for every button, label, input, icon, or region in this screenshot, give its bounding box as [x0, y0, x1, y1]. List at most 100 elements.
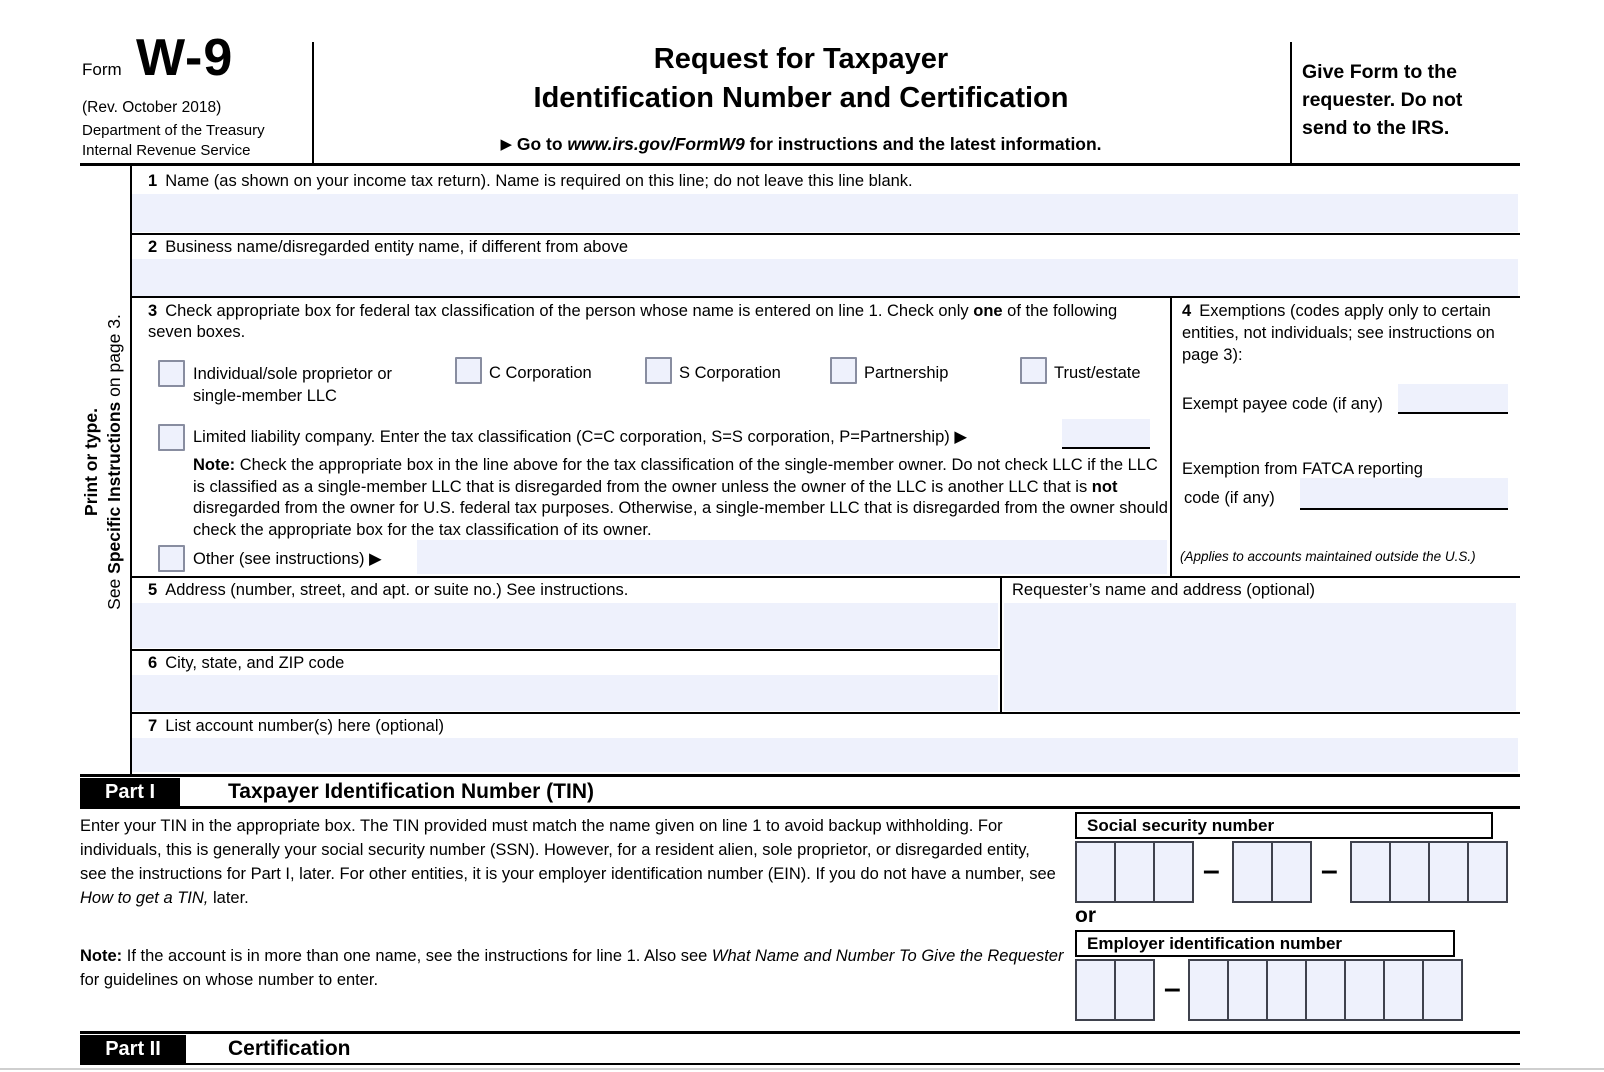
- exempt-payee-code-input[interactable]: [1398, 384, 1508, 414]
- line4-label: 4 Exemptions (codes apply only to certain…: [1182, 300, 1497, 366]
- checkbox-other-label: Other (see instructions) ▶: [193, 550, 382, 568]
- form-word: Form: [82, 60, 122, 79]
- tin-digit-cell[interactable]: [1190, 961, 1227, 1019]
- llc-classification-input[interactable]: [1062, 419, 1150, 449]
- header-bottom-border: [80, 163, 1520, 166]
- exempt-payee-label: Exempt payee code (if any): [1182, 395, 1383, 413]
- tin-digit-cell[interactable]: [1271, 843, 1310, 901]
- checkbox-individual[interactable]: [158, 360, 185, 387]
- tin-digit-cell[interactable]: [1352, 843, 1389, 901]
- tin-digit-cell[interactable]: [1422, 961, 1461, 1019]
- tin-digit-cell[interactable]: [1234, 843, 1271, 901]
- tin-digit-cell[interactable]: [1114, 961, 1153, 1019]
- sidebar-line2: See Specific Instructions on page 3.: [103, 252, 126, 672]
- checkbox-trust-estate[interactable]: [1020, 357, 1047, 384]
- city-state-zip-input-field[interactable]: [132, 675, 998, 711]
- name-input-field[interactable]: [132, 194, 1518, 232]
- part1-p1-italic: How to get a TIN,: [80, 889, 209, 907]
- llc-note-b2: not: [1091, 477, 1118, 496]
- requester-divider: [1000, 576, 1002, 713]
- tin-digit-cell[interactable]: [1266, 961, 1305, 1019]
- goto-url: www.irs.gov/FormW9: [567, 134, 745, 154]
- line3-bold: one: [973, 302, 1003, 320]
- line3-post: of the following seven boxes.: [148, 302, 1118, 341]
- line7-number: 7: [148, 717, 158, 735]
- line3-label: 3 Check appropriate box for federal tax c…: [148, 301, 1160, 343]
- part1-paragraph: Enter your TIN in the appropriate box. T…: [80, 814, 1058, 910]
- line4-number: 4: [1182, 302, 1192, 320]
- tin-digit-cell[interactable]: [1467, 843, 1506, 901]
- header-divider-right: [1290, 42, 1292, 163]
- line5-text: Address (number, street, and apt. or sui…: [165, 581, 629, 599]
- checkbox-s-corporation[interactable]: [645, 357, 672, 384]
- line5-number: 5: [148, 581, 158, 599]
- fatca-code-input[interactable]: [1300, 478, 1508, 510]
- form-title-line1: Request for Taxpayer: [653, 43, 949, 75]
- form-title-line2: Identification Number and Certification: [533, 82, 1069, 114]
- tin-digit-cell[interactable]: [1389, 843, 1428, 901]
- llc-note: Note: Check the appropriate box in the l…: [193, 455, 1173, 541]
- ssn-dash-1: –: [1203, 854, 1220, 887]
- part2-badge: Part II: [80, 1035, 186, 1063]
- checkbox-partnership[interactable]: [830, 357, 857, 384]
- line1-label: 1 Name (as shown on your income tax retur…: [148, 171, 1488, 192]
- requester-input-field[interactable]: [1004, 603, 1516, 711]
- line6-label: 6 City, state, and ZIP code: [148, 653, 988, 674]
- checkbox-llc[interactable]: [158, 424, 185, 451]
- part1-p1-post: later.: [208, 889, 249, 907]
- goto-pre: Go to: [516, 134, 568, 154]
- tin-digit-cell[interactable]: [1383, 961, 1422, 1019]
- ssn-dash-2: –: [1321, 854, 1338, 887]
- line7-label: 7 List account number(s) here (optional): [148, 716, 1488, 737]
- revision-date: (Rev. October 2018): [82, 99, 222, 116]
- ssn-label-box: Social security number: [1075, 812, 1493, 839]
- line1-number: 1: [148, 172, 158, 190]
- address-input-field[interactable]: [132, 603, 998, 648]
- part1-note-italic: What Name and Number To Give the Request…: [711, 947, 1064, 965]
- tin-digit-cell[interactable]: [1344, 961, 1383, 1019]
- line2-label: 2 Business name/disregarded entity name, …: [148, 237, 1488, 258]
- department-line: Department of the Treasury: [82, 122, 265, 139]
- tin-digit-cell[interactable]: [1077, 843, 1114, 901]
- tin-digit-cell[interactable]: [1077, 961, 1114, 1019]
- line6-number: 6: [148, 654, 158, 672]
- part1-note-post: for guidelines on whose number to enter.: [80, 971, 379, 989]
- line1-text: Name (as shown on your income tax return…: [165, 172, 913, 190]
- line4-text: Exemptions (codes apply only to certain …: [1182, 302, 1495, 364]
- tin-digit-cell[interactable]: [1305, 961, 1344, 1019]
- line5-label: 5 Address (number, street, and apt. or su…: [148, 580, 988, 601]
- part1-note-bold: Note:: [80, 947, 123, 965]
- part2-bottom-border: [80, 1063, 1520, 1065]
- row-border: [130, 649, 1000, 651]
- line2-text: Business name/disregarded entity name, i…: [165, 238, 629, 256]
- tin-digit-cell[interactable]: [1153, 843, 1192, 901]
- ssn-group-2: [1232, 841, 1312, 903]
- sidebar-line2-pre: See: [104, 573, 124, 610]
- tin-digit-cell[interactable]: [1227, 961, 1266, 1019]
- business-name-input-field[interactable]: [132, 259, 1518, 296]
- applies-note: (Applies to accounts maintained outside …: [1180, 549, 1476, 564]
- checkbox-llc-label: Limited liability company. Enter the tax…: [193, 428, 968, 446]
- sidebar-line2-bold: Specific Instructions: [104, 401, 124, 574]
- tin-digit-cell[interactable]: [1114, 843, 1153, 901]
- row-border: [130, 233, 1520, 235]
- tin-digit-cell[interactable]: [1428, 843, 1467, 901]
- part1-bottom-border: [80, 806, 1520, 809]
- checkbox-c-corporation[interactable]: [455, 357, 482, 384]
- give-form-note: Give Form to the requester. Do not send …: [1302, 61, 1463, 139]
- line2-number: 2: [148, 238, 158, 256]
- form-title: Request for Taxpayer Identification Numb…: [312, 40, 1290, 118]
- row-border: [130, 712, 1520, 714]
- ssn-group-3: [1350, 841, 1508, 903]
- checkbox-other[interactable]: [158, 545, 185, 572]
- agency-line: Internal Revenue Service: [82, 142, 251, 159]
- arrow-icon: ▶: [500, 136, 512, 153]
- ein-group-2: [1188, 959, 1463, 1021]
- ein-label-box: Employer identification number: [1075, 930, 1455, 957]
- part1-note: Note: If the account is in more than one…: [80, 944, 1065, 992]
- account-numbers-input-field[interactable]: [132, 738, 1518, 772]
- row-border: [130, 576, 1520, 578]
- other-input-field[interactable]: [417, 540, 1167, 574]
- line6-text: City, state, and ZIP code: [165, 654, 345, 672]
- fatca-label-line2: code (if any): [1184, 489, 1275, 507]
